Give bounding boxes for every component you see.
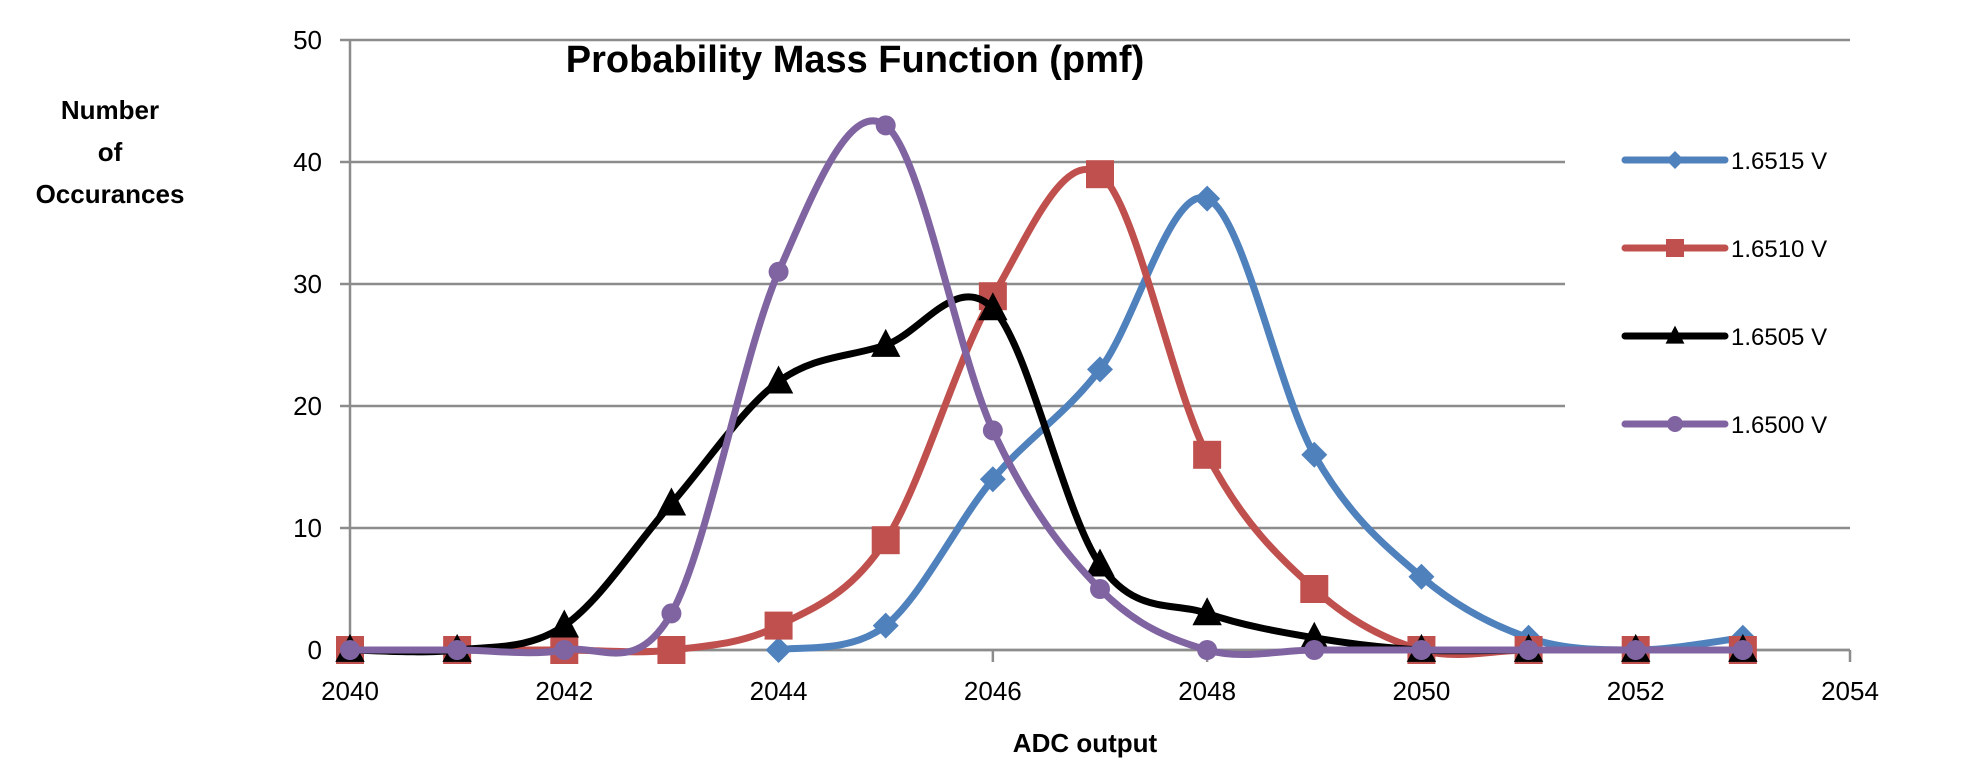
data-point [554,640,575,660]
series-diamond [765,185,1756,663]
y-axis-label-line-1: Number [61,95,159,125]
data-point [1085,548,1115,577]
data-point [1408,563,1435,590]
series-layer [335,115,1758,664]
y-tick-label: 20 [293,391,322,421]
y-tick-label: 10 [293,513,322,543]
data-point [1300,575,1329,603]
data-point [764,611,793,640]
x-axis-label: ADC output [1013,728,1158,758]
data-point [1301,441,1328,468]
x-tick-label: 2052 [1607,676,1665,706]
series-square [336,160,1757,664]
legend-marker [1665,325,1685,344]
x-tick-label: 2050 [1393,676,1451,706]
x-tick-label: 2040 [321,676,379,706]
y-tick-label: 0 [308,635,322,665]
data-point [871,526,900,555]
data-point [340,640,360,660]
x-tick-label: 2048 [1178,676,1236,706]
data-point [979,466,1006,493]
data-point [768,261,789,282]
data-point [1197,640,1218,660]
axis-layer: 0 10 20 30 40 50 2040 2042 2044 2046 2048 2050 2052 2… [293,25,1879,706]
data-point [763,365,794,394]
y-tick-label: 40 [293,147,322,177]
legend-label: 1.6510 V [1731,236,1827,263]
data-point [657,636,686,664]
data-point [1732,640,1753,660]
data-point [871,328,901,357]
series-line [346,117,1747,659]
data-point [1193,440,1222,469]
data-point [765,637,792,663]
y-tick-label: 50 [293,25,322,55]
data-point [1194,185,1221,212]
legend-entry: 1.6500 V [1621,412,1827,439]
legend-marker [1666,239,1684,257]
legend-label: 1.6505 V [1731,324,1827,351]
legend-label: 1.6515 V [1731,148,1827,175]
y-axis-label-line-2: of [98,137,123,167]
legend-entry: 1.6510 V [1621,236,1827,263]
data-point [982,420,1003,441]
legend-marker [1667,416,1683,432]
data-point [875,115,896,136]
legend-entry: 1.6515 V [1621,148,1827,175]
series-line [775,194,1747,654]
data-point [1192,597,1222,626]
data-point [1086,160,1114,189]
x-tick-label: 2044 [750,676,808,706]
legend-label: 1.6500 V [1731,412,1827,439]
data-point [1087,356,1113,383]
legend: 1.6515 V 1.6510 V 1.6505 V 1.6500 V [1621,148,1827,439]
data-point [661,603,682,624]
x-tick-label: 2054 [1821,676,1879,706]
data-point [549,609,579,638]
data-point [1518,640,1539,660]
data-point [1299,621,1329,650]
series-line [346,165,1747,659]
chart-title: Probability Mass Function (pmf) [566,39,1144,81]
data-point [978,292,1008,321]
series-triangle [335,292,1758,662]
x-tick-label: 2042 [535,676,593,706]
data-point [1411,640,1432,660]
data-point [447,640,468,660]
data-point [1304,640,1325,660]
x-tick-label: 2046 [964,676,1022,706]
y-tick-label: 30 [293,269,322,299]
legend-entry: 1.6505 V [1621,324,1827,351]
data-point [656,487,687,516]
series-circle [340,115,1753,660]
data-point [1625,640,1646,660]
data-point [872,612,899,639]
series-line [346,293,1747,656]
legend-marker [1666,151,1684,169]
y-axis-label-line-3: Occurances [36,179,185,209]
data-point [1090,579,1110,599]
